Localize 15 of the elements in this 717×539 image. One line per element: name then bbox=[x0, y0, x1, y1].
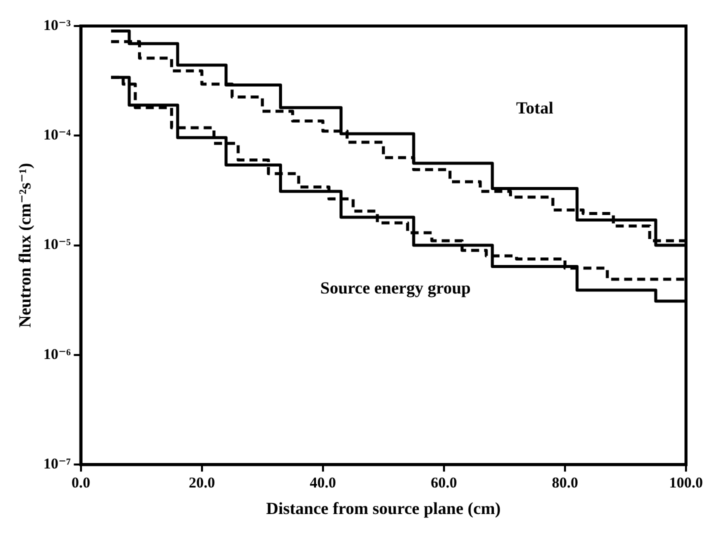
y-tick-label: 10⁻⁵ bbox=[43, 237, 72, 254]
annotation: Source energy group bbox=[320, 278, 471, 298]
annotation: Total bbox=[516, 98, 554, 118]
x-tick-label: 0.0 bbox=[71, 475, 90, 492]
y-axis-title: Neutron flux (cm⁻²s⁻¹) bbox=[16, 162, 35, 328]
y-tick-label: 10⁻³ bbox=[43, 18, 72, 34]
x-tick-label: 20.0 bbox=[188, 475, 215, 492]
x-tick-label: 100.0 bbox=[669, 475, 703, 492]
y-tick-label: 10⁻⁶ bbox=[43, 346, 72, 363]
x-axis-title: Distance from source plane (cm) bbox=[266, 499, 501, 518]
x-tick-label: 60.0 bbox=[430, 475, 458, 492]
y-tick-label: 10⁻⁷ bbox=[43, 456, 72, 472]
x-tick-label: 80.0 bbox=[552, 475, 578, 492]
x-tick-label: 40.0 bbox=[310, 475, 336, 492]
y-tick-label: 10⁻⁴ bbox=[43, 128, 72, 144]
